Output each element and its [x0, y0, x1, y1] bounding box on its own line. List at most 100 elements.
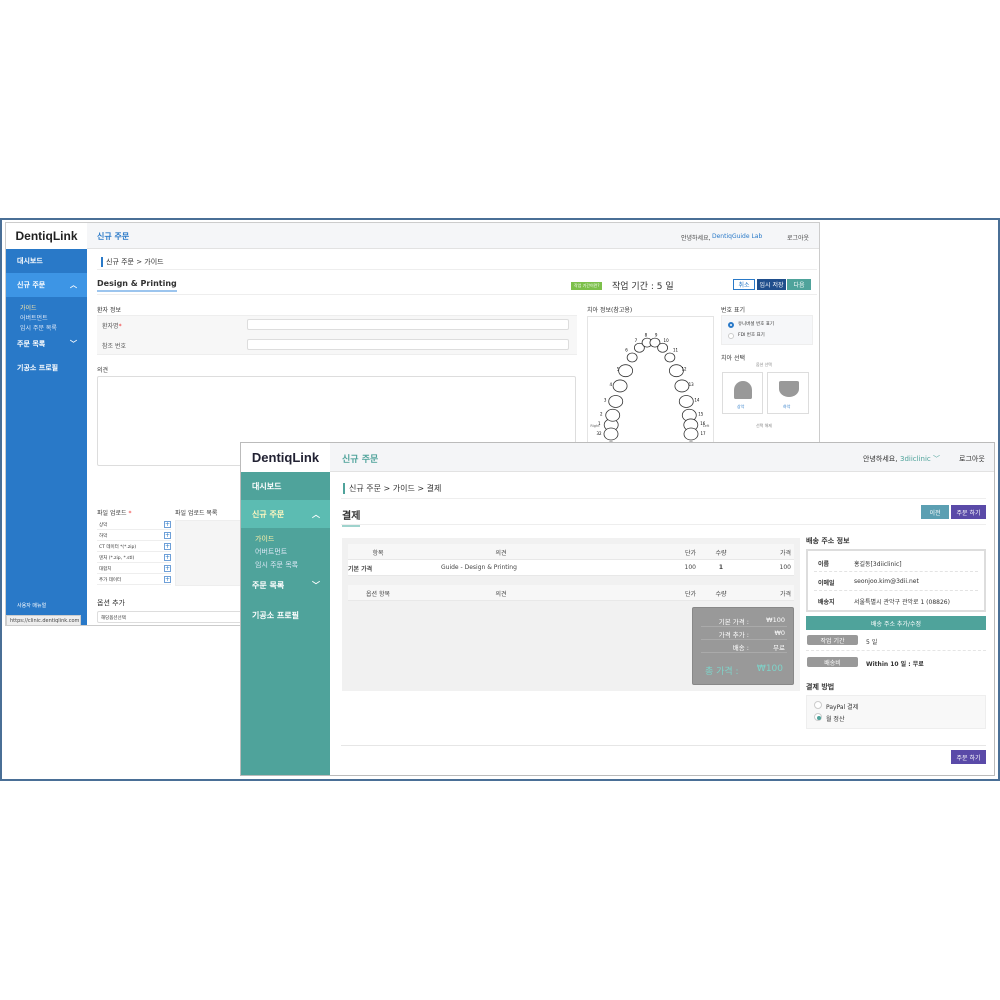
- ref-number-label: 참조 번호: [102, 343, 126, 350]
- table-cell: 100: [779, 564, 791, 571]
- tooth[interactable]: [618, 364, 634, 378]
- tooth-number: 7: [635, 338, 638, 343]
- upper-jaw-button[interactable]: 상악: [722, 372, 763, 414]
- tooth[interactable]: [674, 379, 690, 393]
- add-file-icon[interactable]: +: [164, 543, 171, 550]
- add-file-icon[interactable]: +: [164, 554, 171, 561]
- breadcrumb: 신규 주문 > 가이드: [97, 254, 817, 270]
- tooth-number: 16: [700, 421, 706, 426]
- patient-name-label: 환자명*: [102, 323, 122, 330]
- tooth-number: 17: [700, 431, 706, 436]
- sidebar-item-new-order[interactable]: 신규 주문 ︿: [6, 273, 87, 297]
- logout-link[interactable]: 로그아웃: [959, 455, 985, 463]
- tooth[interactable]: [649, 337, 661, 348]
- greeting: 안녕하세요,: [681, 235, 711, 242]
- work-period: 작업 기간 : 5 일: [612, 282, 674, 292]
- logout-link[interactable]: 로그아웃: [787, 235, 810, 242]
- shipping-fee-value: Within 10 일 : 무료: [866, 661, 924, 668]
- side-label: Right: [590, 424, 600, 428]
- chevron-down-icon: ﹀: [933, 455, 940, 463]
- chevron-up-icon: ︿: [312, 509, 320, 519]
- tooth[interactable]: [608, 395, 624, 408]
- order-button[interactable]: 주문 하기: [951, 505, 986, 519]
- ref-number-input[interactable]: [247, 339, 569, 350]
- sidebar-sub-temp-orders[interactable]: 임시 주문 목록: [20, 325, 57, 332]
- tooth[interactable]: [657, 342, 669, 353]
- tooth[interactable]: [612, 379, 628, 393]
- add-file-icon[interactable]: +: [164, 521, 171, 528]
- sidebar-item-order-list[interactable]: 주문 목록 ﹀: [6, 335, 87, 353]
- tooth[interactable]: [664, 352, 676, 363]
- table-cell: 기본 가격: [348, 566, 373, 573]
- sidebar-sub-guide[interactable]: 가이드: [255, 535, 275, 543]
- tooth[interactable]: [626, 352, 638, 363]
- shipping-label: 이름: [818, 561, 830, 568]
- cancel-button[interactable]: 취소: [733, 279, 755, 290]
- numbering-label: 번호 표기: [721, 307, 745, 314]
- tooth[interactable]: [605, 408, 621, 422]
- sidebar-item-lab-profile[interactable]: 기공소 프로필: [252, 610, 299, 620]
- sidebar-item-dashboard[interactable]: 대시보드: [17, 257, 43, 265]
- radio-universal[interactable]: [728, 322, 734, 328]
- add-file-icon[interactable]: +: [164, 565, 171, 572]
- tooth-info-label: 치아 정보(참고용): [587, 307, 633, 314]
- tooth[interactable]: [633, 342, 645, 353]
- table-cell: 수량: [715, 591, 727, 598]
- lower-jaw-button[interactable]: 하악: [767, 372, 809, 414]
- table-cell: 옵션 항목: [366, 591, 390, 598]
- breadcrumb-text: 신규 주문 > 가이드 > 결제: [343, 483, 441, 494]
- file-list-label: 파일 업로드 목록: [175, 510, 218, 517]
- add-file-icon[interactable]: +: [164, 532, 171, 539]
- radio-fdi[interactable]: [728, 333, 734, 339]
- tooth[interactable]: [603, 427, 619, 441]
- radio-paypal[interactable]: [814, 701, 822, 709]
- sidebar-item-order-list[interactable]: 주문 목록 ﹀: [241, 574, 330, 596]
- sidebar-sub-guide[interactable]: 가이드: [20, 305, 37, 312]
- table-cell: 수량: [715, 550, 727, 557]
- file-item-label: 하악: [99, 534, 108, 539]
- sidebar-item-lab-profile[interactable]: 기공소 프로필: [17, 364, 59, 372]
- file-item-label: 대합치: [99, 567, 112, 572]
- work-period-value: 5 일: [866, 639, 878, 646]
- sidebar-sub-abutment[interactable]: 어버트먼트: [20, 315, 48, 322]
- add-file-icon[interactable]: +: [164, 576, 171, 583]
- tooth[interactable]: [678, 395, 694, 408]
- table-cell: 의견: [495, 550, 507, 557]
- sidebar-label: 신규 주문: [252, 509, 285, 519]
- user-menu[interactable]: DentiqGuide Lab: [712, 233, 763, 240]
- summary-value: ₩100: [766, 616, 785, 624]
- manual-link[interactable]: 사용자 매뉴얼: [17, 602, 47, 609]
- patient-name-input[interactable]: [247, 319, 569, 330]
- next-button[interactable]: 다음: [787, 279, 811, 290]
- order-button-bottom[interactable]: 주문 하기: [951, 750, 986, 764]
- header: 신규 주문 안녕하세요, 3diiclinic ﹀ 로그아웃: [330, 443, 994, 472]
- temp-save-button[interactable]: 임시 저장: [757, 279, 786, 290]
- tooth[interactable]: [668, 364, 684, 378]
- address-edit-button[interactable]: 배송 주소 추가/수정: [806, 616, 986, 630]
- tooth[interactable]: [683, 427, 699, 441]
- file-upload-label: 파일 업로드 *: [97, 510, 132, 517]
- summary-label: 기본 가격 :: [718, 618, 749, 626]
- logo: DentiqLink: [251, 450, 320, 465]
- side-label: Left: [703, 424, 710, 428]
- summary-row: 가격 추가 : ₩0: [701, 627, 787, 640]
- tooth-number: 12: [681, 367, 687, 372]
- patient-info-label: 환자 정보: [97, 307, 121, 314]
- radio-label: 유니버셜 번호 표기: [738, 322, 774, 327]
- prev-button[interactable]: 이전: [921, 505, 949, 519]
- sidebar-item-new-order[interactable]: 신규 주문 ︿: [241, 500, 330, 528]
- radio-label: PayPal 결제: [826, 704, 859, 711]
- summary-value: 무료: [773, 644, 785, 652]
- header-title: 신규 주문: [342, 455, 379, 465]
- work-period-help-badge[interactable]: 작업 기간이란?: [571, 282, 603, 290]
- user-menu[interactable]: 3diiclinic ﹀: [900, 455, 940, 463]
- option-select[interactable]: 해당옵션선택: [97, 611, 247, 623]
- sidebar-item-dashboard[interactable]: 대시보드: [252, 481, 282, 491]
- sidebar-sub-temp-orders[interactable]: 임시 주문 목록: [255, 561, 299, 569]
- radio-monthly[interactable]: [814, 713, 822, 721]
- sidebar-sub-abutment[interactable]: 어버트먼트: [255, 548, 288, 556]
- shipping-value: 서울특별시 관악구 관악로 1 (08826): [854, 599, 950, 606]
- greeting: 안녕하세요,: [863, 455, 898, 463]
- table-cell: 1: [718, 564, 724, 571]
- table-row: [348, 585, 794, 601]
